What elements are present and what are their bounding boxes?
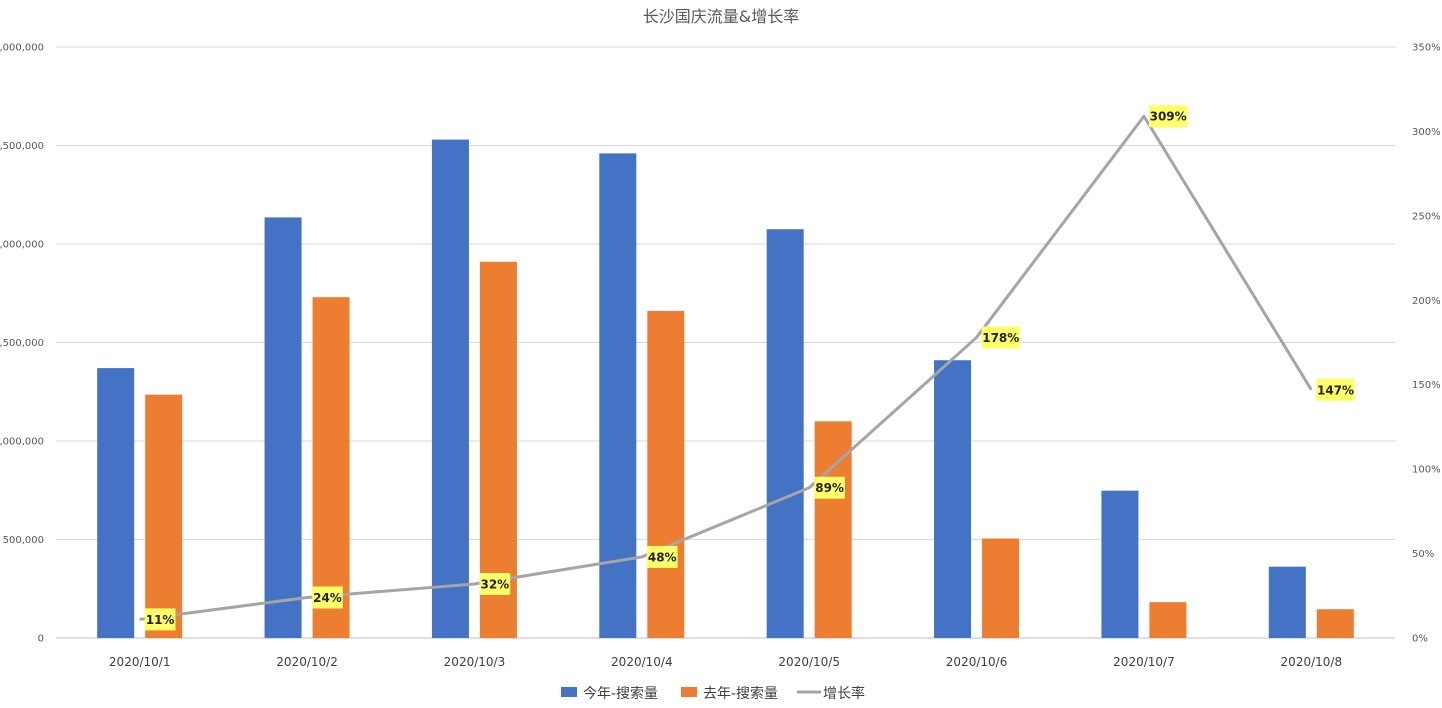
left-axis: 0 500,000 1,000,000 1,500,000 2,000,000 2,500… bbox=[0, 43, 44, 645]
bar-this-year-6 bbox=[934, 360, 972, 638]
growth-label-5: 89% bbox=[815, 481, 844, 495]
legend-swatch bbox=[681, 687, 697, 697]
bar-last-year-5 bbox=[814, 421, 852, 638]
growth-label-4: 48% bbox=[648, 550, 677, 564]
bar-last-year-7 bbox=[1149, 602, 1187, 638]
legend-label: 去年-搜索量 bbox=[703, 685, 778, 702]
category-axis: 2020/10/1 2020/10/2 2020/10/3 2020/10/4 2020… bbox=[109, 655, 1342, 669]
category-label: 2020/10/5 bbox=[778, 655, 840, 669]
bar-this-year-1 bbox=[97, 368, 135, 638]
bar-last-year-2 bbox=[312, 297, 350, 638]
bar-last-year-6 bbox=[982, 538, 1020, 638]
left-tick-label: 2,500,000 bbox=[0, 141, 44, 152]
growth-label-box bbox=[1148, 105, 1188, 128]
bars bbox=[97, 139, 1354, 638]
growth-label-7: 309% bbox=[1150, 110, 1187, 124]
right-tick-label: 250% bbox=[1412, 211, 1441, 222]
right-tick-label: 50% bbox=[1412, 549, 1434, 560]
category-label: 2020/10/4 bbox=[611, 655, 673, 669]
category-label: 2020/10/2 bbox=[276, 655, 338, 669]
bar-this-year-7 bbox=[1101, 490, 1139, 638]
growth-label-2: 24% bbox=[313, 591, 342, 605]
growth-label-1: 11% bbox=[146, 613, 175, 627]
growth-label-6: 178% bbox=[982, 331, 1019, 345]
right-tick-label: 100% bbox=[1412, 465, 1441, 476]
left-tick-label: 1,000,000 bbox=[0, 437, 44, 448]
right-tick-label: 150% bbox=[1412, 380, 1441, 391]
growth-label-box bbox=[1316, 378, 1355, 401]
gridlines bbox=[56, 46, 1395, 639]
growth-label-box bbox=[981, 326, 1020, 349]
category-label: 2020/10/7 bbox=[1113, 655, 1175, 669]
growth-label-box bbox=[479, 572, 511, 595]
right-tick-label: 200% bbox=[1412, 296, 1441, 307]
growth-label-box bbox=[144, 608, 176, 631]
data-labels: 11% 24% 32% 48% 89% 178% 309% 147% bbox=[144, 105, 1355, 631]
growth-label-8: 147% bbox=[1317, 383, 1354, 397]
category-label: 2020/10/6 bbox=[946, 655, 1008, 669]
right-tick-label: 0% bbox=[1412, 634, 1428, 645]
right-tick-label: 350% bbox=[1412, 43, 1441, 54]
right-tick-label: 300% bbox=[1412, 127, 1441, 138]
bar-last-year-1 bbox=[145, 394, 183, 638]
growth-label-box bbox=[312, 586, 343, 609]
legend: 今年-搜索量 去年-搜索量 增长率 bbox=[561, 685, 865, 702]
category-label: 2020/10/8 bbox=[1281, 655, 1343, 669]
left-tick-label: 500,000 bbox=[3, 535, 44, 546]
legend-label: 增长率 bbox=[823, 685, 865, 702]
right-axis: 0% 50% 100% 150% 200% 250% 300% 350% bbox=[1412, 43, 1441, 645]
bar-last-year-4 bbox=[647, 310, 685, 638]
category-label: 2020/10/1 bbox=[109, 655, 171, 669]
growth-label-3: 32% bbox=[480, 577, 509, 591]
bar-last-year-8 bbox=[1316, 609, 1354, 638]
left-tick-label: 1,500,000 bbox=[0, 338, 44, 349]
chart-title: 长沙国庆流量&增长率 bbox=[643, 7, 799, 26]
left-tick-label: 2,000,000 bbox=[0, 240, 44, 251]
left-tick-label: 3,000,000 bbox=[0, 43, 44, 54]
bar-this-year-4 bbox=[599, 153, 637, 638]
bar-this-year-2 bbox=[264, 217, 302, 638]
left-tick-label: 0 bbox=[38, 634, 44, 645]
legend-label: 今年-搜索量 bbox=[583, 685, 658, 702]
category-label: 2020/10/3 bbox=[444, 655, 506, 669]
bar-this-year-8 bbox=[1268, 566, 1306, 638]
growth-label-box bbox=[814, 476, 845, 499]
bar-this-year-3 bbox=[431, 139, 469, 638]
legend-swatch bbox=[561, 687, 577, 697]
bar-this-year-5 bbox=[766, 229, 804, 638]
growth-label-box bbox=[646, 545, 678, 568]
